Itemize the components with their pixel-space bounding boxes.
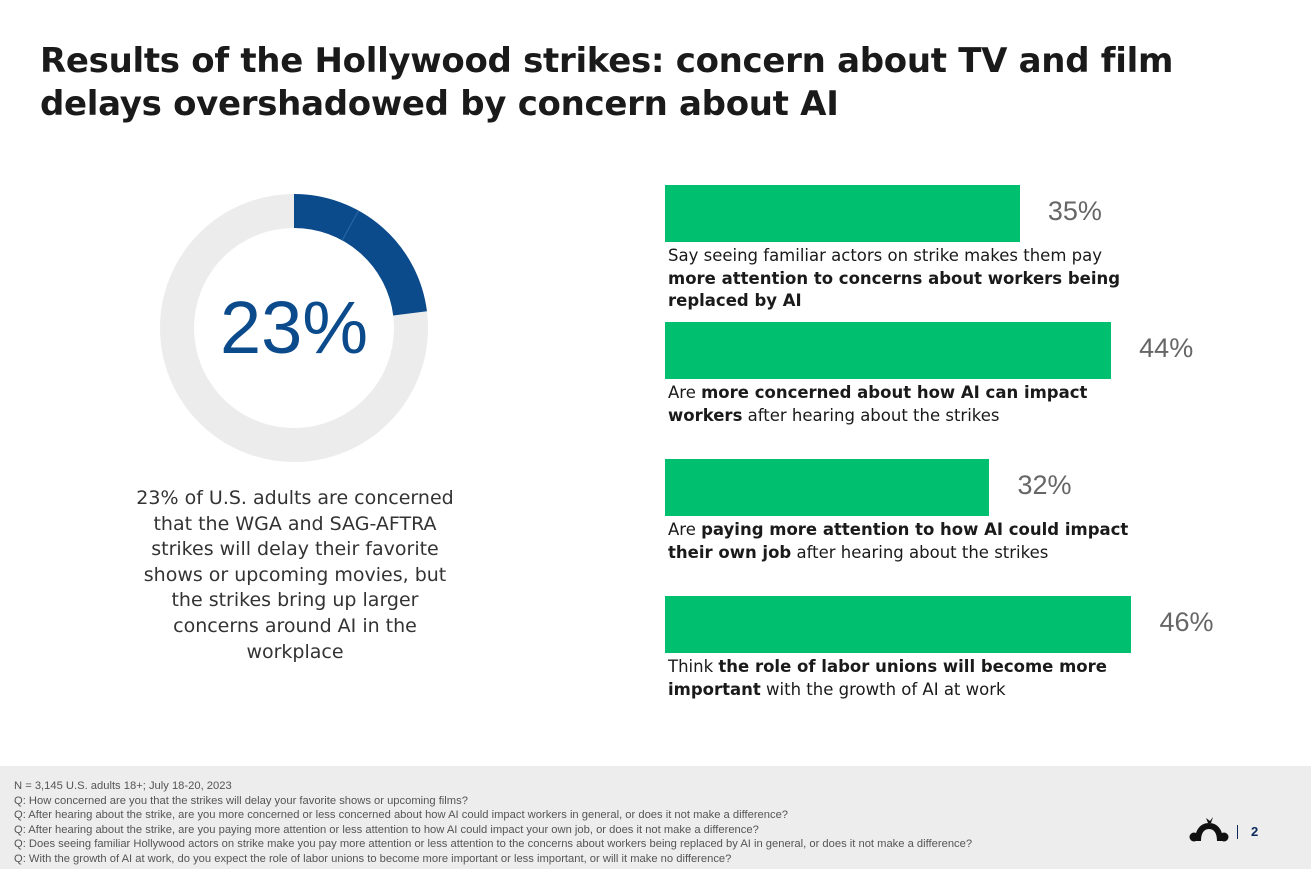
- bar-value-label: 32%: [1017, 470, 1072, 500]
- footnote-question: Q: With the growth of AI at work, do you…: [14, 852, 732, 865]
- donut-slice-divider: [341, 210, 359, 241]
- bar-description: Think the role of labor unions will beco…: [668, 657, 1107, 699]
- bar-value-label: 44%: [1139, 333, 1194, 363]
- footnote-question: Q: How concerned are you that the strike…: [14, 794, 468, 807]
- page-separator: [1237, 825, 1238, 839]
- bar: [665, 596, 1132, 653]
- donut-caption: 23% of U.S. adults are concerned that th…: [136, 487, 454, 663]
- donut-chart: [160, 194, 428, 462]
- bar-value-label: 35%: [1047, 196, 1102, 226]
- footnote-sample: N = 3,145 U.S. adults 18+; July 18-20, 2…: [14, 780, 232, 792]
- footnote-question: Q: After hearing about the strike, are y…: [14, 809, 789, 821]
- footnote-question: Q: Does seeing familiar Hollywood actors…: [14, 838, 973, 850]
- donut-center-label: 23%: [219, 286, 369, 369]
- slide-title: Results of the Hollywood strikes: concer…: [40, 41, 1174, 124]
- bar-description: Are paying more attention to how AI coul…: [668, 520, 1129, 562]
- footer: N = 3,145 U.S. adults 18+; July 18-20, 2…: [0, 766, 1311, 869]
- bar-description: Are more concerned about how AI can impa…: [668, 383, 1088, 425]
- donut-slice-value: [293, 194, 427, 316]
- bar: [665, 459, 990, 516]
- bar-description: Say seeing familiar actors on strike mak…: [668, 246, 1121, 310]
- bar: [665, 322, 1112, 379]
- footnotes: N = 3,145 U.S. adults 18+; July 18-20, 2…: [14, 779, 972, 866]
- surveymonkey-logo-icon: [1189, 817, 1229, 842]
- bar: [665, 185, 1020, 242]
- footnote-question: Q: After hearing about the strike, are y…: [14, 823, 759, 836]
- bar-value-label: 46%: [1159, 607, 1214, 637]
- page-number: 2: [1251, 824, 1259, 839]
